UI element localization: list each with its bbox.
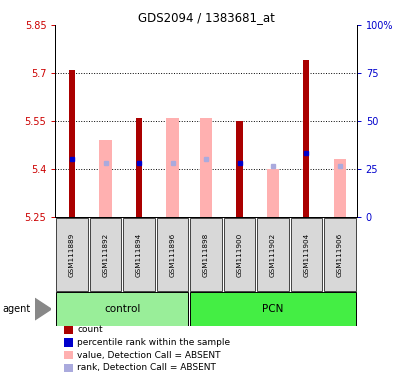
Text: control: control: [104, 304, 140, 314]
Bar: [266, 169, 279, 217]
Text: rank, Detection Call = ABSENT: rank, Detection Call = ABSENT: [77, 363, 216, 372]
Text: percentile rank within the sample: percentile rank within the sample: [77, 338, 230, 347]
Text: GSM111906: GSM111906: [336, 232, 342, 276]
Text: GSM111900: GSM111900: [236, 232, 242, 276]
Bar: [156, 218, 188, 291]
Text: GSM111896: GSM111896: [169, 232, 175, 276]
Bar: [324, 218, 355, 291]
Bar: [290, 218, 321, 291]
Bar: [99, 140, 112, 217]
Bar: [69, 70, 75, 217]
Bar: [166, 118, 178, 217]
Text: GSM111889: GSM111889: [69, 232, 75, 276]
Text: GSM111904: GSM111904: [303, 232, 309, 276]
Bar: [256, 218, 288, 291]
Text: GSM111898: GSM111898: [202, 232, 209, 276]
Bar: [56, 292, 188, 326]
Bar: [303, 60, 309, 217]
Bar: [333, 159, 346, 217]
Text: GSM111892: GSM111892: [102, 232, 108, 276]
Text: GSM111902: GSM111902: [270, 232, 275, 276]
Title: GDS2094 / 1383681_at: GDS2094 / 1383681_at: [137, 11, 274, 24]
Text: value, Detection Call = ABSENT: value, Detection Call = ABSENT: [77, 351, 220, 360]
Text: PCN: PCN: [262, 304, 283, 314]
Polygon shape: [35, 298, 51, 320]
Bar: [199, 118, 212, 217]
Bar: [236, 121, 242, 217]
Bar: [190, 218, 221, 291]
Text: GSM111894: GSM111894: [136, 232, 142, 276]
Bar: [136, 118, 142, 217]
Bar: [90, 218, 121, 291]
Bar: [223, 218, 255, 291]
Text: agent: agent: [2, 304, 30, 314]
Bar: [190, 292, 355, 326]
Bar: [56, 218, 88, 291]
Text: count: count: [77, 325, 103, 334]
Bar: [123, 218, 155, 291]
